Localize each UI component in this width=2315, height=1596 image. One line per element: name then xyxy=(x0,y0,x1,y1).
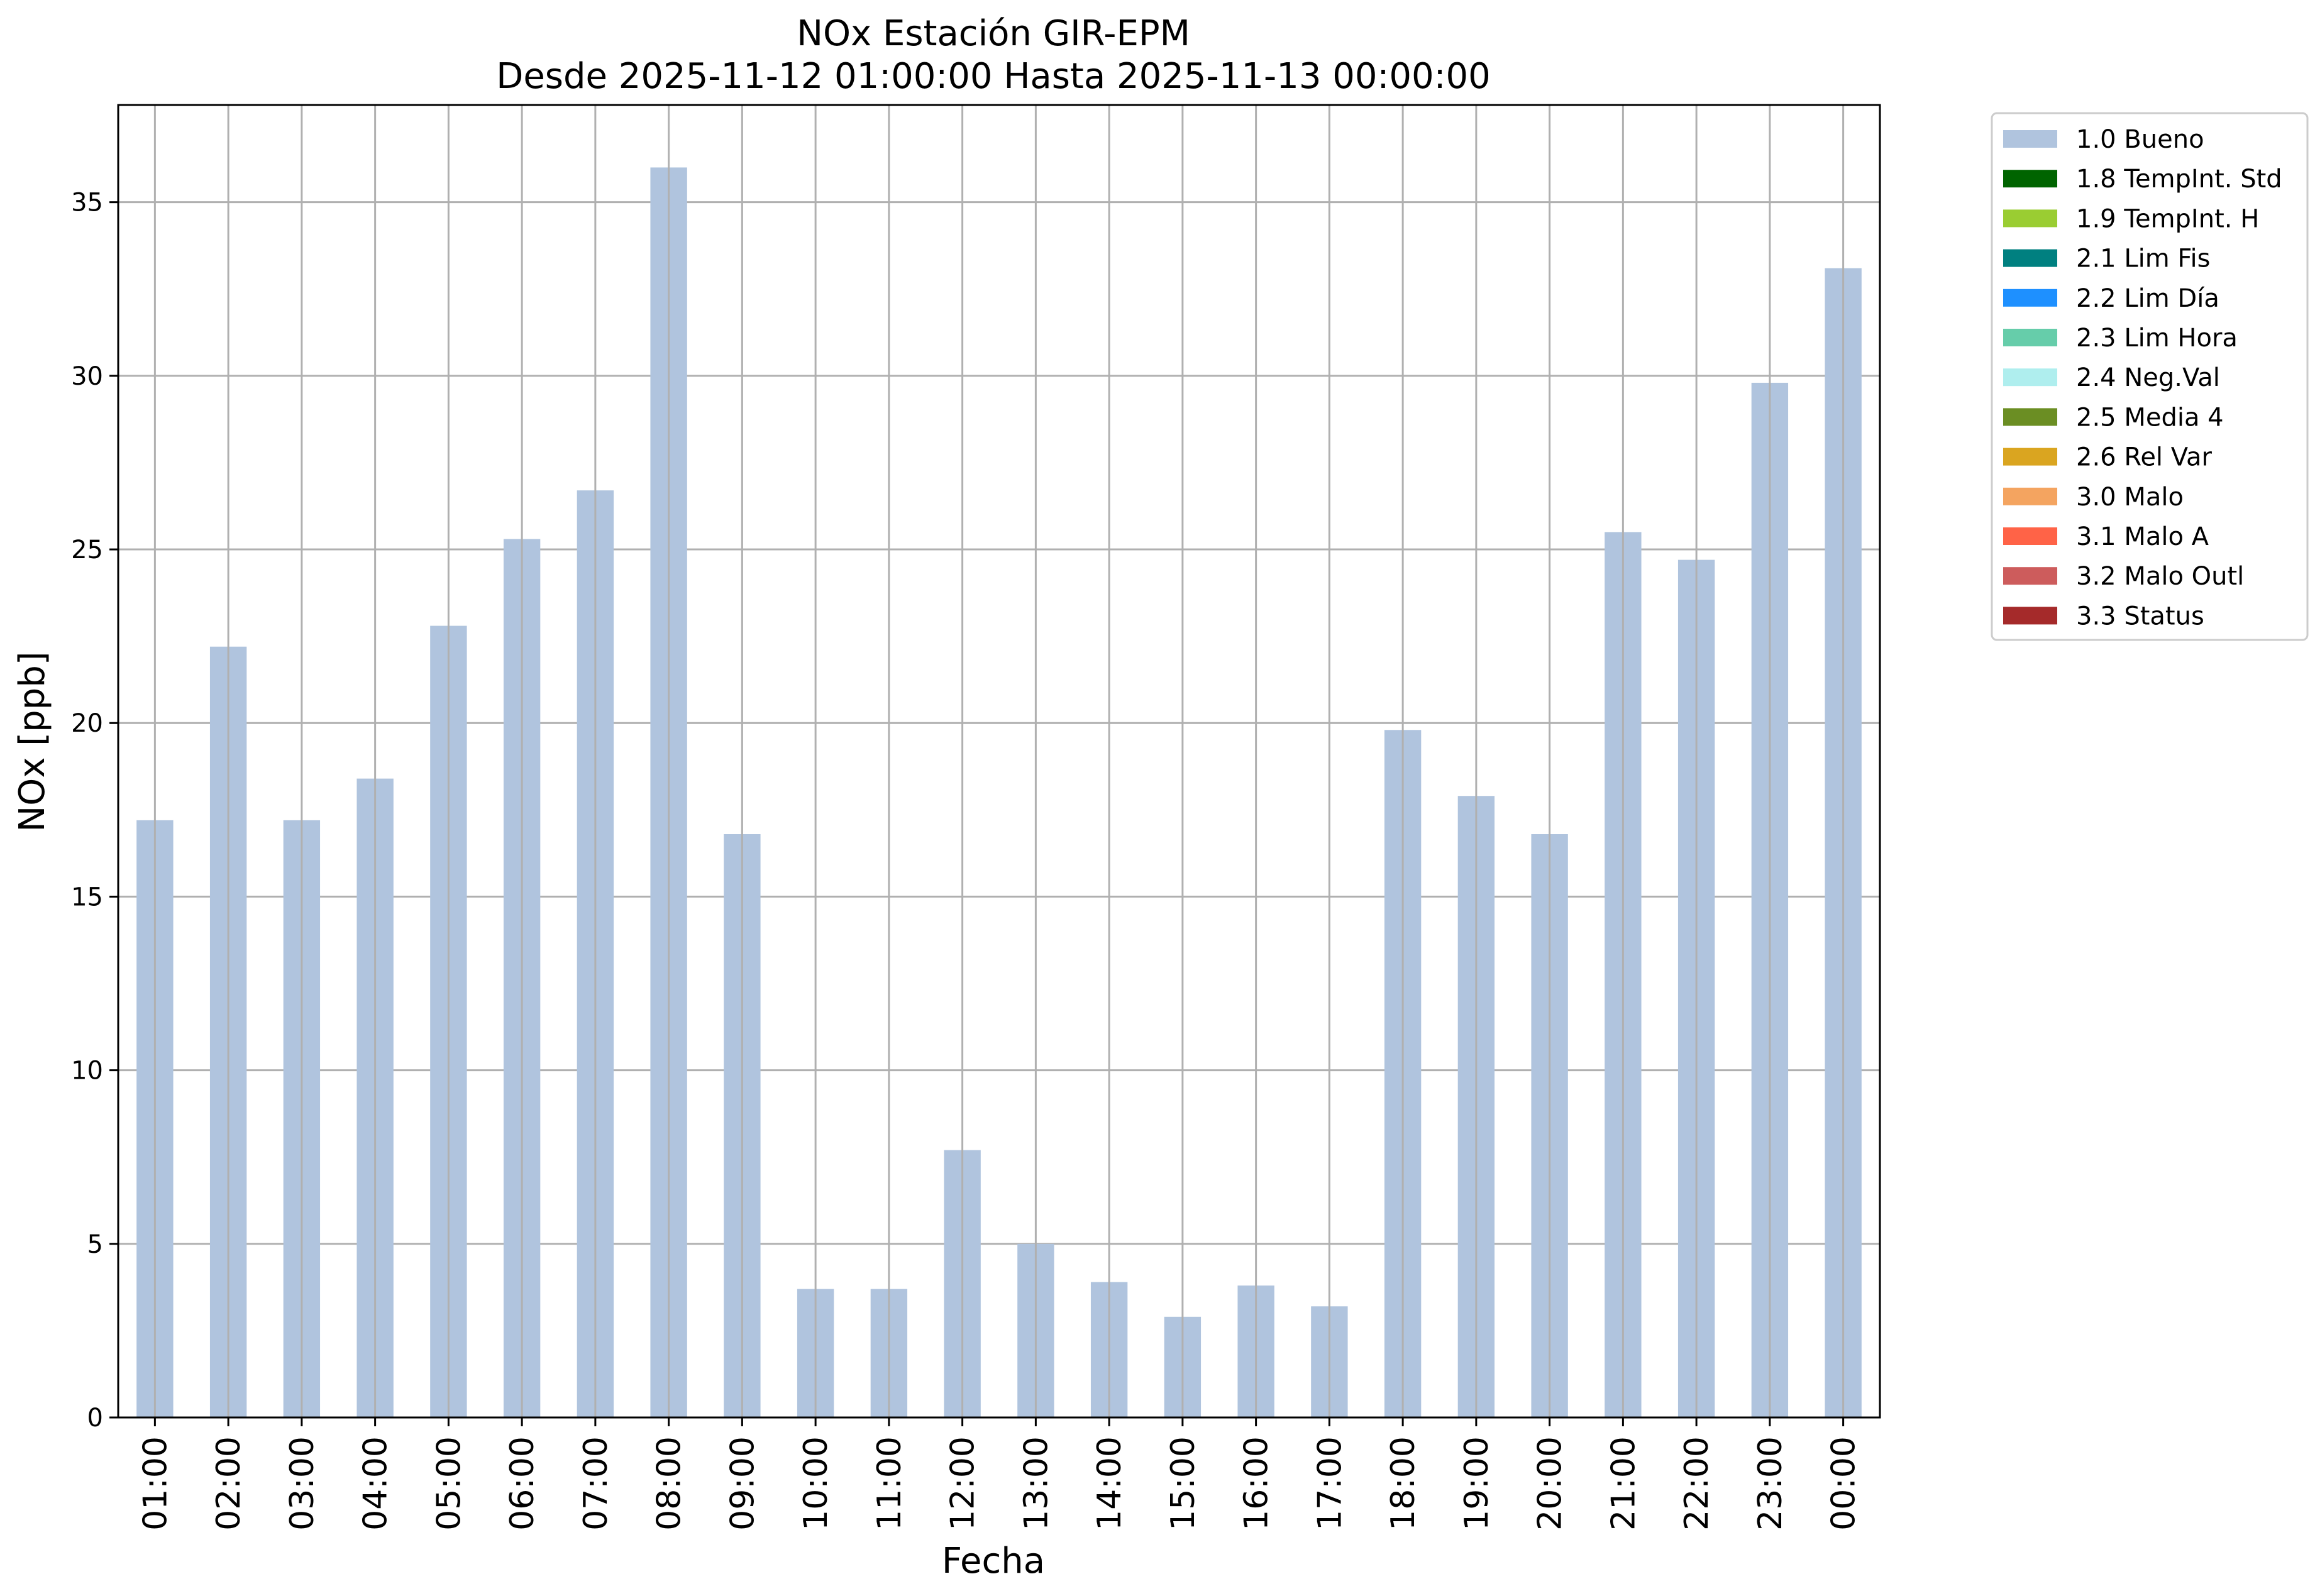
x-tick-label: 22:00 xyxy=(1678,1436,1716,1531)
y-axis: 0 5 10 15 20 25 30 35 xyxy=(71,189,118,1433)
legend-label: 1.0 Bueno xyxy=(2076,125,2204,154)
x-axis: 01:00 02:00 03:00 04:00 05:00 06:00 07:00 08:00… xyxy=(136,1417,1863,1531)
legend-swatch xyxy=(2003,487,2057,505)
legend-label: 3.3 Status xyxy=(2076,602,2204,630)
x-tick-label: 04:00 xyxy=(357,1436,395,1531)
x-tick-label: 08:00 xyxy=(651,1436,688,1531)
x-tick-label: 16:00 xyxy=(1238,1436,1276,1531)
x-tick-label: 15:00 xyxy=(1164,1436,1202,1531)
x-tick-label: 19:00 xyxy=(1458,1436,1496,1531)
y-tick-label: 25 xyxy=(71,536,103,564)
legend-label: 2.4 Neg.Val xyxy=(2076,363,2220,392)
legend-label: 2.3 Lim Hora xyxy=(2076,324,2238,353)
legend-label: 2.5 Media 4 xyxy=(2076,403,2224,432)
x-tick-label: 03:00 xyxy=(284,1436,321,1531)
y-axis-label: NOx [ppb] xyxy=(12,651,53,832)
legend-label: 3.1 Malo A xyxy=(2076,522,2209,551)
x-tick-label: 13:00 xyxy=(1017,1436,1055,1531)
vertical-grid-layer xyxy=(153,105,1845,1417)
grid-layer xyxy=(118,201,1880,1419)
legend-swatch xyxy=(2003,607,2057,625)
x-tick-label: 17:00 xyxy=(1311,1436,1349,1531)
legend-label: 1.9 TempInt. H xyxy=(2076,204,2259,233)
legend-swatch xyxy=(2003,329,2057,346)
x-tick-label: 23:00 xyxy=(1752,1436,1789,1531)
legend-label: 3.2 Malo Outl xyxy=(2076,562,2244,591)
legend-label: 2.1 Lim Fis xyxy=(2076,245,2210,273)
x-axis-label: Fecha xyxy=(942,1541,1045,1582)
y-tick-label: 35 xyxy=(71,189,103,217)
x-tick-label: 07:00 xyxy=(577,1436,615,1531)
legend-swatch xyxy=(2003,448,2057,466)
legend-swatch xyxy=(2003,249,2057,267)
y-tick-label: 0 xyxy=(87,1404,103,1433)
legend-swatch xyxy=(2003,527,2057,545)
legend-swatch xyxy=(2003,130,2057,148)
x-tick-label: 10:00 xyxy=(797,1436,835,1531)
x-tick-label: 21:00 xyxy=(1605,1436,1642,1531)
legend-label: 2.2 Lim Día xyxy=(2076,284,2219,313)
legend-label: 3.0 Malo xyxy=(2076,483,2184,512)
x-tick-label: 14:00 xyxy=(1091,1436,1129,1531)
chart-subtitle: Desde 2025-11-12 01:00:00 Hasta 2025-11-… xyxy=(496,56,1491,97)
y-tick-label: 30 xyxy=(71,362,103,391)
x-tick-label: 00:00 xyxy=(1825,1436,1863,1531)
legend-box xyxy=(1991,112,2309,641)
chart-title: NOx Estación GIR-EPM xyxy=(797,13,1190,54)
legend-label: 1.8 TempInt. Std xyxy=(2076,165,2282,194)
x-tick-label: 01:00 xyxy=(136,1436,174,1531)
y-tick-label: 15 xyxy=(71,883,103,911)
legend: 1.0 Bueno 1.8 TempInt. Std 1.9 TempInt. H 2… xyxy=(1991,112,2309,641)
x-tick-label: 18:00 xyxy=(1384,1436,1422,1531)
y-tick-label: 20 xyxy=(71,709,103,738)
x-tick-label: 09:00 xyxy=(724,1436,761,1531)
y-tick-label: 10 xyxy=(71,1057,103,1086)
x-tick-label: 20:00 xyxy=(1532,1436,1569,1531)
legend-swatch xyxy=(2003,408,2057,426)
legend-label: 2.6 Rel Var xyxy=(2076,443,2213,472)
x-tick-label: 06:00 xyxy=(504,1436,541,1531)
legend-swatch xyxy=(2003,289,2057,307)
y-tick-label: 5 xyxy=(87,1230,103,1259)
x-tick-label: 11:00 xyxy=(871,1436,909,1531)
legend-swatch xyxy=(2003,209,2057,228)
legend-swatch xyxy=(2003,170,2057,188)
x-tick-label: 12:00 xyxy=(944,1436,982,1531)
x-tick-label: 05:00 xyxy=(430,1436,468,1531)
x-tick-label: 02:00 xyxy=(210,1436,248,1531)
legend-swatch xyxy=(2003,368,2057,387)
plot-frame xyxy=(117,104,1881,1419)
legend-swatch xyxy=(2003,567,2057,585)
